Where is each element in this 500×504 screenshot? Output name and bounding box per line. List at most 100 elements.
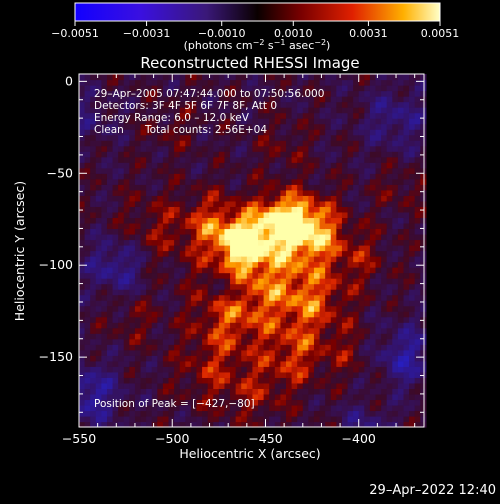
heatmap-cell bbox=[123, 178, 130, 185]
heatmap-cell bbox=[286, 338, 293, 345]
heatmap-cell bbox=[302, 200, 309, 207]
heatmap-cell bbox=[224, 79, 231, 86]
heatmap-cell bbox=[168, 300, 175, 307]
heatmap-cell bbox=[207, 134, 214, 141]
heatmap-cell bbox=[358, 393, 365, 401]
heatmap-cell bbox=[84, 222, 91, 230]
heatmap-cell bbox=[118, 388, 125, 395]
heatmap-cell bbox=[325, 74, 332, 81]
heatmap-cell bbox=[397, 74, 405, 81]
heatmap-cell bbox=[313, 366, 321, 373]
heatmap-cell bbox=[202, 239, 209, 246]
heatmap-cell bbox=[353, 129, 360, 136]
heatmap-cell bbox=[218, 129, 226, 136]
heatmap-cell bbox=[218, 327, 226, 334]
heatmap-cell bbox=[325, 267, 332, 274]
heatmap-cell bbox=[381, 322, 388, 329]
heatmap-cell bbox=[112, 382, 119, 389]
heatmap-cell bbox=[330, 184, 337, 191]
heatmap-cell bbox=[196, 156, 203, 163]
heatmap-cell bbox=[313, 233, 321, 241]
heatmap-cell bbox=[207, 399, 214, 406]
heatmap-cell bbox=[168, 206, 175, 213]
heatmap-cell bbox=[106, 278, 114, 285]
heatmap-cell bbox=[134, 410, 142, 417]
annotation-time-range: 29–Apr–2005 07:47:44.000 to 07:50:56.000 bbox=[94, 88, 324, 100]
heatmap-cell bbox=[358, 184, 365, 191]
heatmap-cell bbox=[269, 316, 276, 323]
heatmap-cell bbox=[313, 371, 321, 378]
heatmap-cell bbox=[235, 151, 242, 158]
heatmap-cell bbox=[185, 305, 192, 312]
heatmap-cell bbox=[84, 123, 91, 130]
heatmap-cell bbox=[403, 74, 410, 81]
heatmap-cell bbox=[174, 421, 181, 428]
heatmap-cell bbox=[347, 178, 354, 185]
heatmap-cell bbox=[79, 377, 86, 384]
heatmap-cell bbox=[325, 156, 332, 163]
heatmap-cell bbox=[319, 90, 326, 97]
heatmap-cell bbox=[325, 140, 332, 147]
heatmap-cell bbox=[375, 316, 382, 323]
heatmap-cell bbox=[291, 300, 298, 307]
heatmap-cell bbox=[286, 421, 293, 428]
heatmap-cell bbox=[112, 404, 119, 412]
heatmap-cell bbox=[269, 305, 276, 312]
heatmap-cell bbox=[381, 393, 388, 401]
heatmap-cell bbox=[369, 156, 377, 163]
heatmap-cell bbox=[157, 415, 164, 423]
heatmap-cell bbox=[90, 156, 97, 163]
heatmap-cell bbox=[196, 79, 203, 86]
heatmap-cell bbox=[375, 399, 382, 406]
heatmap-cell bbox=[185, 399, 192, 406]
heatmap-cell bbox=[381, 101, 388, 108]
heatmap-cell bbox=[174, 322, 181, 329]
heatmap-cell bbox=[84, 399, 91, 406]
heatmap-cell bbox=[414, 388, 421, 395]
heatmap-cell bbox=[403, 140, 410, 147]
heatmap-cell bbox=[106, 421, 114, 428]
heatmap-cell bbox=[196, 200, 203, 207]
heatmap-cell bbox=[397, 344, 405, 351]
heatmap-cell bbox=[179, 85, 186, 92]
heatmap-cell bbox=[369, 333, 377, 340]
heatmap-cell bbox=[420, 355, 427, 362]
heatmap-cell bbox=[118, 305, 125, 312]
heatmap-cell bbox=[392, 134, 399, 141]
heatmap-cell bbox=[174, 371, 181, 378]
heatmap-cell bbox=[151, 393, 158, 401]
heatmap-cell bbox=[213, 300, 220, 307]
heatmap-cell bbox=[90, 217, 97, 224]
heatmap-cell bbox=[84, 349, 91, 356]
heatmap-cell bbox=[174, 129, 181, 136]
heatmap-cell bbox=[375, 283, 382, 290]
heatmap-cell bbox=[202, 79, 209, 86]
heatmap-cell bbox=[157, 156, 164, 163]
heatmap-cell bbox=[414, 399, 421, 406]
heatmap-cell bbox=[235, 300, 242, 307]
heatmap-cell bbox=[95, 85, 102, 92]
heatmap-cell bbox=[90, 101, 97, 108]
heatmap-cell bbox=[106, 134, 114, 141]
heatmap-cell bbox=[274, 377, 281, 384]
heatmap-cell bbox=[146, 377, 153, 384]
heatmap-cell bbox=[308, 366, 315, 373]
heatmap-cell bbox=[112, 244, 119, 252]
heatmap-cell bbox=[190, 371, 198, 378]
heatmap-cell bbox=[414, 316, 421, 323]
heatmap-cell bbox=[308, 96, 315, 103]
heatmap-cell bbox=[230, 300, 237, 307]
heatmap-cell bbox=[79, 156, 86, 163]
heatmap-cell bbox=[347, 79, 354, 86]
heatmap-cell bbox=[106, 101, 114, 108]
heatmap-cell bbox=[347, 184, 354, 191]
heatmap-cell bbox=[84, 200, 91, 207]
heatmap-cell bbox=[230, 85, 237, 92]
heatmap-cell bbox=[95, 200, 102, 207]
heatmap-cell bbox=[330, 278, 337, 285]
heatmap-cell bbox=[140, 393, 147, 401]
heatmap-cell bbox=[358, 112, 365, 119]
heatmap-cell bbox=[319, 189, 326, 196]
heatmap-cell bbox=[274, 415, 281, 423]
heatmap-cell bbox=[79, 327, 86, 334]
